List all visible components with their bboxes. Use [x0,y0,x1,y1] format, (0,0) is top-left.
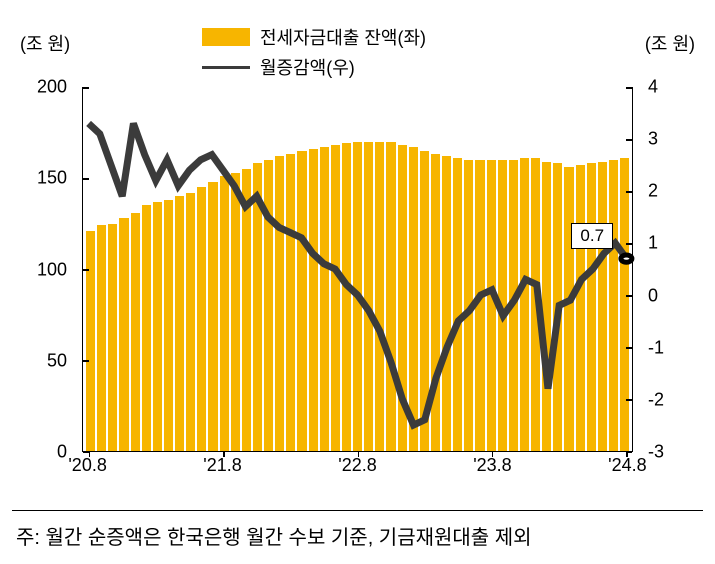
y-axis-right-label: (조 원) [645,30,695,56]
y-tick-right: 2 [648,181,658,202]
y-tick-left: 200 [37,77,67,98]
y-axis-left-label: (조 원) [20,30,70,56]
line-series [83,87,632,451]
y-tick-left: 50 [47,350,67,371]
x-tick: '22.8 [338,455,376,476]
x-ticks: '20.8'21.8'22.8'23.8'24.8 [82,455,633,480]
line-path [89,123,627,425]
legend-item-line: 월증감액(우) [202,54,426,80]
legend-swatch-bar [202,28,250,46]
y-tick-right: -2 [648,389,664,410]
x-tick: '23.8 [473,455,511,476]
y-tick-left: 100 [37,259,67,280]
footnote: 주: 월간 순증액은 한국은행 월간 수보 기준, 기금재원대출 제외 [12,510,703,550]
x-tick: '20.8 [68,455,106,476]
y-tick-left: 150 [37,168,67,189]
y-tick-right: 4 [648,77,658,98]
x-tick: '21.8 [203,455,241,476]
y-tick-right: -3 [648,442,664,463]
legend-swatch-line [202,66,250,69]
chart-container: (조 원) (조 원) 전세자금대출 잔액(좌) 월증감액(우) 0 50 100 1… [12,12,703,502]
legend: 전세자금대출 잔액(좌) 월증감액(우) [202,24,426,84]
y-tick-right: -1 [648,337,664,358]
x-tick: '24.8 [608,455,646,476]
y-ticks-left: 050100150200 [12,87,77,452]
legend-item-bar: 전세자금대출 잔액(좌) [202,24,426,50]
y-ticks-right: -3-2-101234 [638,87,703,452]
legend-bar-label: 전세자금대출 잔액(좌) [260,24,426,50]
y-tick-right: 3 [648,129,658,150]
legend-line-label: 월증감액(우) [260,54,355,80]
data-label-last: 0.7 [571,223,613,249]
plot-area: 0.7 [82,87,633,452]
last-marker [621,255,632,262]
y-tick-right: 0 [648,285,658,306]
y-tick-left: 0 [57,442,67,463]
y-tick-right: 1 [648,233,658,254]
